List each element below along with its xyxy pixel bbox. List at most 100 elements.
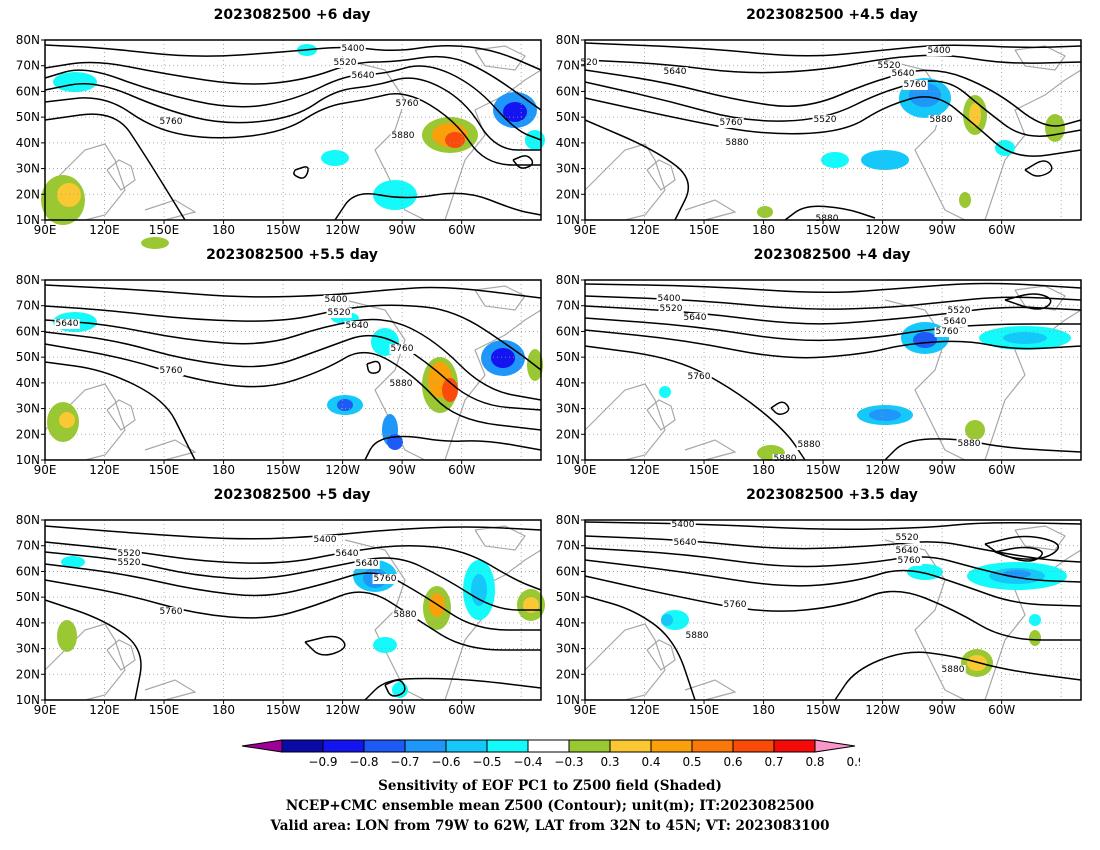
contour-line bbox=[584, 305, 1082, 325]
colorbar-segment bbox=[691, 739, 734, 753]
lat-tick-label: 60N bbox=[556, 564, 580, 578]
shading-patch bbox=[53, 72, 97, 92]
shading-patch bbox=[995, 140, 1015, 156]
contour-line bbox=[44, 599, 142, 701]
lat-tick-label: 60N bbox=[16, 84, 40, 98]
contour-label: 5640 bbox=[56, 319, 79, 329]
lat-tick-label: 20N bbox=[556, 187, 580, 201]
shading-patch bbox=[523, 597, 539, 613]
contour-label: 5760 bbox=[160, 366, 183, 376]
contour-label: 5760 bbox=[904, 80, 927, 90]
panel-title-p5: 2023082500 +5 day bbox=[213, 487, 371, 503]
contour-line bbox=[584, 119, 690, 221]
lon-tick-label: 60W bbox=[448, 703, 475, 717]
shading-patch bbox=[861, 150, 909, 170]
lat-tick-label: 70N bbox=[16, 59, 40, 73]
coastline bbox=[44, 623, 126, 701]
lon-tick-label: 120W bbox=[865, 223, 900, 237]
lat-tick-label: 20N bbox=[16, 667, 40, 681]
lat-tick-label: 40N bbox=[16, 376, 40, 390]
lon-tick-label: 120E bbox=[89, 223, 120, 237]
lon-tick-label: 90E bbox=[34, 463, 57, 477]
sensitivity-shading bbox=[661, 562, 1067, 677]
colorbar-extend-high bbox=[814, 739, 856, 753]
lon-tick-label: 120W bbox=[865, 463, 900, 477]
contour-label: 5760 bbox=[160, 607, 183, 617]
lon-tick-label: 60W bbox=[988, 223, 1015, 237]
lat-tick-label: 80N bbox=[16, 273, 40, 287]
lat-tick-label: 10N bbox=[16, 693, 40, 707]
lat-tick-label: 50N bbox=[556, 590, 580, 604]
contour-line bbox=[584, 42, 1082, 57]
lat-tick-label: 20N bbox=[16, 427, 40, 441]
colorbar-segment bbox=[281, 739, 324, 753]
contour-label: 5520 bbox=[334, 58, 357, 68]
contour-line bbox=[770, 401, 790, 416]
gridlines bbox=[45, 40, 541, 220]
contour-label: 5400 bbox=[342, 44, 365, 54]
contour-line bbox=[44, 541, 542, 591]
contour-line bbox=[784, 205, 876, 221]
coastline bbox=[144, 679, 197, 701]
contour-label: 5640 bbox=[684, 313, 707, 323]
contour-label: 5880 bbox=[392, 131, 415, 141]
lat-tick-label: 10N bbox=[556, 213, 580, 227]
contour-line bbox=[384, 679, 406, 697]
lat-tick-label: 60N bbox=[556, 84, 580, 98]
lon-tick-label: 180 bbox=[752, 223, 775, 237]
contour-line bbox=[584, 80, 1082, 137]
lon-tick-label: 150E bbox=[149, 463, 180, 477]
sensitivity-shading bbox=[41, 44, 545, 249]
colorbar-segment bbox=[650, 739, 693, 753]
caption-line-1: Sensitivity of EOF PC1 to Z500 field (Sh… bbox=[378, 778, 722, 794]
contour-line bbox=[584, 329, 1082, 359]
contour-line bbox=[584, 521, 1082, 530]
contour-line bbox=[1004, 293, 1052, 310]
contour-line bbox=[44, 318, 542, 401]
sensitivity-shading bbox=[47, 312, 543, 450]
contour-line bbox=[584, 345, 806, 461]
land-outlines bbox=[584, 519, 1082, 701]
lat-tick-label: 40N bbox=[556, 136, 580, 150]
contour-line bbox=[44, 77, 541, 151]
panel-title-p1: 2023082500 +6 day bbox=[213, 7, 371, 23]
contour-label: 5640 bbox=[352, 71, 375, 81]
lat-tick-label: 10N bbox=[16, 453, 40, 467]
coastline bbox=[474, 525, 526, 551]
lon-tick-label: 90E bbox=[574, 463, 597, 477]
lon-tick-label: 150E bbox=[149, 223, 180, 237]
shading-patch bbox=[373, 180, 417, 210]
lat-tick-label: 20N bbox=[16, 187, 40, 201]
z500-contours bbox=[44, 44, 542, 221]
caption-line-3: Valid area: LON from 79W to 62W, LAT fro… bbox=[270, 818, 830, 834]
contour-label: 5400 bbox=[928, 46, 951, 56]
contour-label: 5520 bbox=[118, 558, 141, 568]
contour-label: 5400 bbox=[672, 520, 695, 530]
lat-tick-label: 40N bbox=[556, 616, 580, 630]
lon-tick-label: 120E bbox=[89, 703, 120, 717]
contour-label: 5880 bbox=[774, 454, 797, 464]
contour-line bbox=[584, 595, 696, 701]
lon-tick-label: 180 bbox=[212, 463, 235, 477]
contour-label: 5880 bbox=[958, 439, 981, 449]
contour-line bbox=[293, 166, 309, 179]
contour-label: 5640 bbox=[356, 559, 379, 569]
contour-labels: 5400 5520 5640 5520 5640 5760 5760 5880 bbox=[116, 535, 418, 620]
coastline bbox=[106, 159, 136, 191]
colorbar-segment bbox=[527, 739, 570, 753]
lon-tick-label: 120W bbox=[325, 223, 360, 237]
contour-line bbox=[44, 579, 541, 651]
shading-patch bbox=[913, 332, 937, 348]
land-outlines bbox=[44, 519, 542, 701]
z500-contours bbox=[44, 284, 542, 461]
contour-label: 5880 bbox=[390, 379, 413, 389]
contour-label: 5520 bbox=[896, 533, 919, 543]
shading-patch bbox=[967, 655, 987, 671]
coastline bbox=[44, 383, 126, 461]
contour-line bbox=[512, 155, 534, 169]
contour-label: 5400 bbox=[314, 535, 337, 545]
contour-label: 5880 bbox=[930, 115, 953, 125]
